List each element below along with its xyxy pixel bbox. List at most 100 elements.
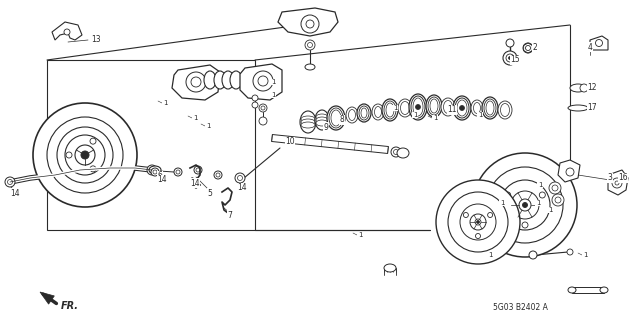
Circle shape <box>566 168 574 176</box>
Polygon shape <box>40 292 54 304</box>
Circle shape <box>540 192 545 198</box>
Circle shape <box>552 194 564 206</box>
Circle shape <box>460 106 465 110</box>
Ellipse shape <box>316 117 328 123</box>
Ellipse shape <box>301 122 315 128</box>
Polygon shape <box>172 65 220 100</box>
Text: 13: 13 <box>91 34 101 43</box>
Circle shape <box>147 165 157 175</box>
Ellipse shape <box>305 64 315 70</box>
Circle shape <box>595 40 602 47</box>
Ellipse shape <box>413 98 423 116</box>
Text: FR.: FR. <box>60 301 79 311</box>
Ellipse shape <box>600 287 608 293</box>
Ellipse shape <box>482 97 498 119</box>
Text: 1: 1 <box>193 115 197 121</box>
Ellipse shape <box>384 101 396 119</box>
Text: 1: 1 <box>433 115 437 121</box>
Circle shape <box>503 51 517 65</box>
Circle shape <box>259 117 267 125</box>
Ellipse shape <box>444 100 452 114</box>
Circle shape <box>65 135 105 175</box>
Circle shape <box>511 191 539 219</box>
Circle shape <box>391 147 401 157</box>
Text: 1: 1 <box>413 112 417 118</box>
Text: 1: 1 <box>536 200 540 206</box>
Ellipse shape <box>401 101 410 115</box>
Ellipse shape <box>149 166 161 174</box>
Circle shape <box>196 168 200 172</box>
Text: 5: 5 <box>207 189 212 197</box>
Circle shape <box>615 181 619 185</box>
Text: 14: 14 <box>10 189 20 197</box>
Text: 10: 10 <box>285 137 295 146</box>
Text: 1: 1 <box>477 112 483 118</box>
Circle shape <box>253 71 273 91</box>
Ellipse shape <box>568 287 576 293</box>
Ellipse shape <box>453 96 471 120</box>
Text: 1: 1 <box>358 232 362 238</box>
Text: 1: 1 <box>205 123 211 129</box>
Polygon shape <box>558 160 580 182</box>
Ellipse shape <box>428 97 440 115</box>
Ellipse shape <box>397 148 409 158</box>
Circle shape <box>473 153 577 257</box>
Text: 12: 12 <box>588 84 596 93</box>
Polygon shape <box>278 8 338 36</box>
Text: 14: 14 <box>237 183 247 192</box>
Ellipse shape <box>361 108 367 118</box>
Circle shape <box>522 203 527 207</box>
Text: 4: 4 <box>588 42 593 51</box>
Circle shape <box>57 127 113 183</box>
Circle shape <box>64 29 70 35</box>
Circle shape <box>487 167 563 243</box>
Ellipse shape <box>411 96 425 118</box>
Circle shape <box>259 104 267 112</box>
Circle shape <box>174 168 182 176</box>
Circle shape <box>529 251 537 259</box>
Circle shape <box>505 192 511 198</box>
Ellipse shape <box>382 99 398 121</box>
Circle shape <box>252 102 258 108</box>
Circle shape <box>186 72 206 92</box>
Ellipse shape <box>471 100 483 116</box>
Circle shape <box>90 166 96 172</box>
Ellipse shape <box>398 99 412 117</box>
Polygon shape <box>271 135 388 153</box>
Circle shape <box>307 42 312 48</box>
Ellipse shape <box>300 111 316 133</box>
Circle shape <box>612 178 622 188</box>
Circle shape <box>305 40 315 50</box>
Text: 16: 16 <box>618 174 628 182</box>
Ellipse shape <box>301 119 315 125</box>
Text: 17: 17 <box>587 103 597 113</box>
Circle shape <box>235 173 245 183</box>
Circle shape <box>8 180 13 184</box>
Ellipse shape <box>316 114 328 120</box>
Text: 1: 1 <box>538 182 542 188</box>
Ellipse shape <box>484 99 496 117</box>
Text: 2: 2 <box>532 43 538 53</box>
Circle shape <box>549 182 561 194</box>
Text: 5G03 B2402 A: 5G03 B2402 A <box>493 303 547 313</box>
Bar <box>47 60 255 230</box>
Ellipse shape <box>474 102 481 114</box>
Circle shape <box>75 145 95 165</box>
Circle shape <box>567 249 573 255</box>
Circle shape <box>301 15 319 33</box>
Text: 1: 1 <box>393 105 397 111</box>
Circle shape <box>519 199 531 211</box>
Text: 11: 11 <box>447 106 457 115</box>
Ellipse shape <box>568 105 588 111</box>
Circle shape <box>81 151 89 159</box>
Circle shape <box>506 39 514 47</box>
Ellipse shape <box>374 107 381 117</box>
Circle shape <box>523 43 533 53</box>
Circle shape <box>463 212 468 218</box>
Ellipse shape <box>409 94 427 120</box>
Text: 14: 14 <box>190 179 200 188</box>
Circle shape <box>475 219 481 225</box>
Ellipse shape <box>301 116 315 122</box>
Circle shape <box>580 84 588 92</box>
Ellipse shape <box>426 95 442 117</box>
